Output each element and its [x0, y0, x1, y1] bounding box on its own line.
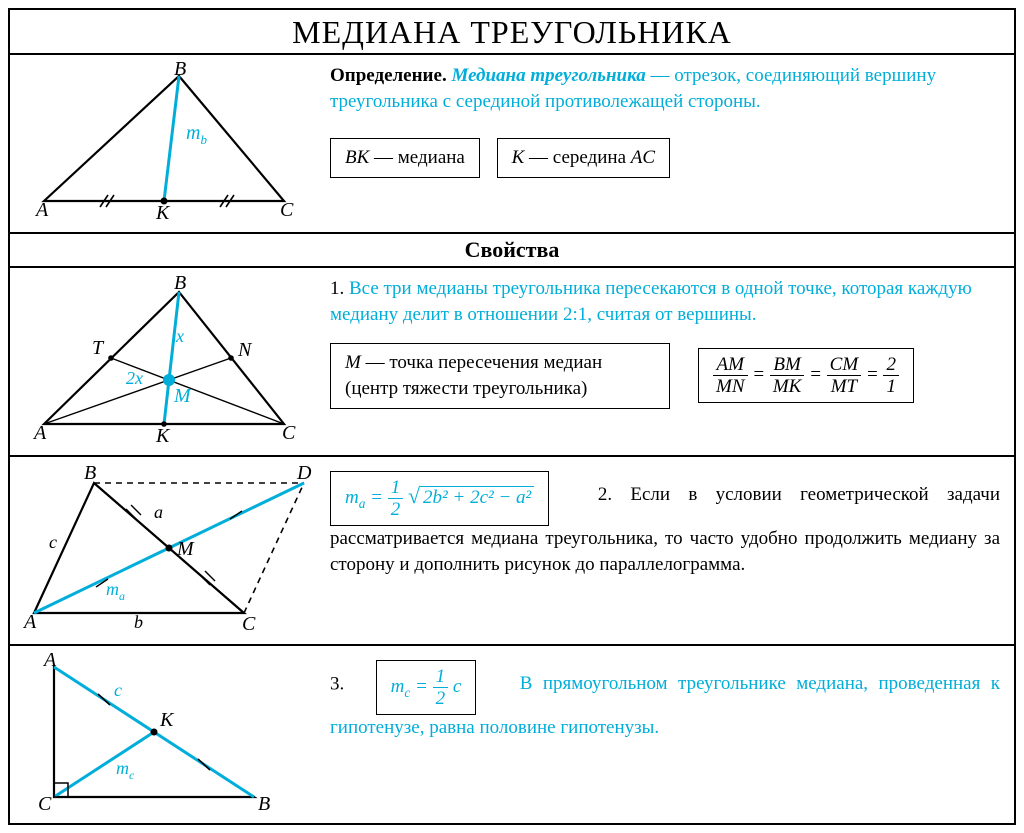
term-median: Медиана треугольника [451, 65, 645, 86]
box-k-midpoint: K — середина AC [497, 138, 670, 178]
svg-text:A: A [42, 652, 57, 671]
title-row: МЕДИАНА ТРЕУГОЛЬНИКА [10, 10, 1014, 55]
box-centroid: M — точка пересечения медиан (центр тяже… [330, 343, 670, 408]
prop1-statement: Все три медианы треугольника пересекаютс… [330, 278, 972, 325]
svg-text:N: N [237, 339, 253, 361]
svg-text:K: K [159, 709, 175, 731]
svg-text:B: B [84, 463, 96, 484]
box-bk-median: BK — медиана [330, 138, 480, 178]
svg-text:C: C [280, 199, 294, 221]
svg-text:B: B [258, 793, 270, 812]
svg-text:ma: ma [106, 579, 125, 603]
properties-header: Свойства [465, 237, 560, 263]
svg-text:T: T [92, 337, 105, 359]
box-right-median: mc = 12 c [376, 660, 477, 715]
page-title: МЕДИАНА ТРЕУГОЛЬНИКА [292, 14, 732, 51]
definition-row: A B C K mb Определение. Медиана треуголь… [10, 55, 1014, 234]
svg-text:2x: 2x [126, 368, 143, 388]
svg-text:b: b [134, 612, 143, 632]
reference-sheet: МЕДИАНА ТРЕУГОЛЬНИКА A B C K mb [8, 8, 1016, 825]
svg-text:M: M [176, 538, 195, 560]
svg-text:a: a [154, 502, 163, 522]
definition-text: Определение. Медиана треугольника — отре… [320, 55, 1014, 232]
svg-text:C: C [38, 793, 52, 812]
property-3-figure: A B C K c mc [10, 646, 320, 823]
svg-text:A: A [34, 199, 49, 221]
definition-figure: A B C K mb [10, 55, 320, 232]
svg-text:mb: mb [186, 122, 207, 147]
svg-text:B: B [174, 61, 186, 80]
box-median-length: ma = 12 √2b² + 2c² − a² [330, 471, 549, 526]
property-2-figure: A B C D M a b c ma [10, 457, 320, 644]
svg-text:c: c [49, 532, 57, 552]
svg-text:A: A [22, 611, 37, 633]
svg-text:C: C [242, 613, 256, 633]
svg-text:A: A [32, 422, 47, 444]
svg-text:B: B [174, 274, 186, 294]
box-ratio: AMMN = BMMK = CMMT = 21 [698, 348, 914, 403]
svg-text:K: K [155, 202, 171, 221]
property-1-row: A B C K M T N x 2x 1. Все три медианы тр… [10, 268, 1014, 457]
svg-text:M: M [173, 385, 192, 407]
property-2-row: A B C D M a b c ma ma = 12 √2b² + 2c² − … [10, 457, 1014, 646]
property-1-text: 1. Все три медианы треугольника пересека… [320, 268, 1014, 455]
property-3-text: 3. mc = 12 c В прямоугольном треугольник… [320, 646, 1014, 823]
property-2-text: ma = 12 √2b² + 2c² − a² 2. Если в услови… [320, 457, 1014, 644]
svg-text:C: C [282, 422, 296, 444]
svg-text:K: K [155, 425, 171, 444]
svg-text:c: c [114, 680, 122, 700]
svg-text:x: x [175, 326, 184, 346]
label-definition: Определение. [330, 65, 447, 86]
svg-text:D: D [296, 463, 312, 484]
svg-text:mc: mc [116, 758, 135, 782]
property-1-figure: A B C K M T N x 2x [10, 268, 320, 455]
property-3-row: A B C K c mc 3. mc = 12 c В прямоугольно… [10, 646, 1014, 823]
properties-header-row: Свойства [10, 234, 1014, 268]
